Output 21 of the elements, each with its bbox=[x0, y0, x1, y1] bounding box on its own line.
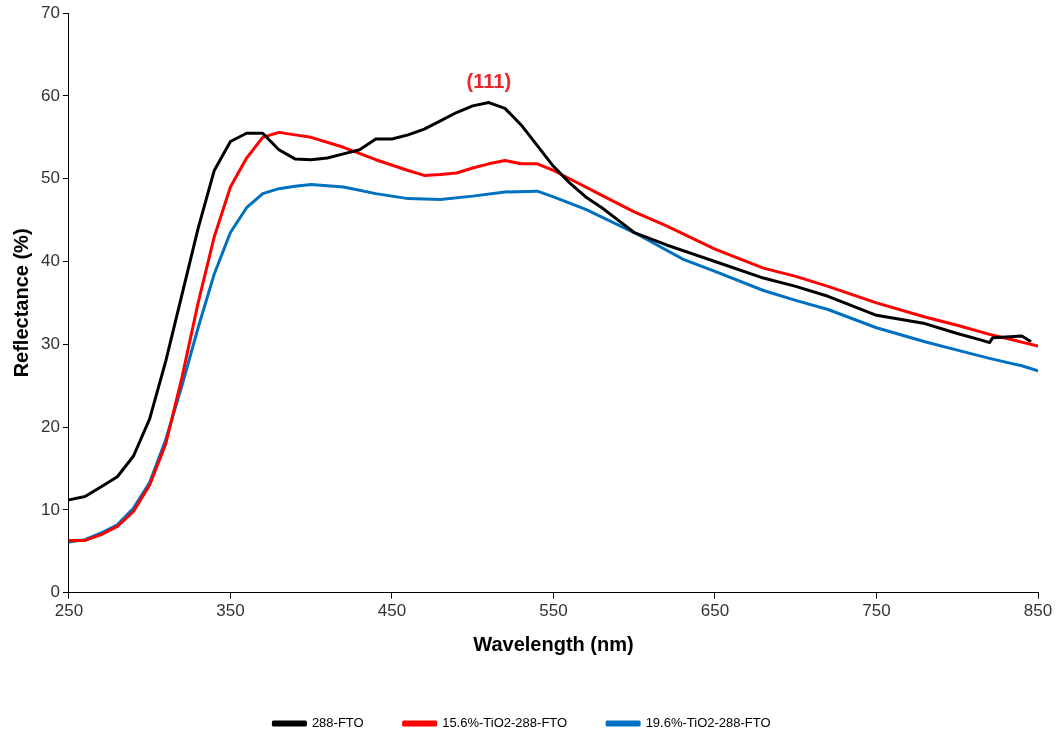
x-tick-label: 250 bbox=[54, 601, 84, 621]
y-tick-label: 10 bbox=[40, 499, 60, 519]
x-tick-label: 650 bbox=[700, 601, 730, 621]
x-axis-title: Wavelength (nm) bbox=[473, 632, 634, 655]
annotation: (111) bbox=[466, 70, 512, 93]
x-tick-label: 750 bbox=[862, 601, 891, 621]
legend-label: 19.6%-TiO2-288-FTO bbox=[645, 715, 771, 731]
y-tick-label: 20 bbox=[40, 416, 60, 436]
legend-label: 288-FTO bbox=[311, 715, 364, 731]
legend-label: 15.6%-TiO2-288-FTO bbox=[442, 715, 568, 731]
y-tick-label: 0 bbox=[50, 582, 60, 602]
y-tick-label: 50 bbox=[40, 168, 60, 188]
y-tick-label: 70 bbox=[40, 2, 60, 22]
x-tick-label: 350 bbox=[216, 601, 245, 621]
y-axis-title: Reflectance (%) bbox=[9, 228, 32, 378]
y-tick-label: 40 bbox=[40, 251, 60, 271]
y-tick-label: 60 bbox=[40, 85, 60, 105]
x-tick-label: 850 bbox=[1023, 601, 1053, 621]
x-tick-label: 450 bbox=[377, 601, 407, 621]
x-tick-label: 550 bbox=[539, 601, 568, 621]
y-tick-label: 30 bbox=[40, 333, 60, 353]
